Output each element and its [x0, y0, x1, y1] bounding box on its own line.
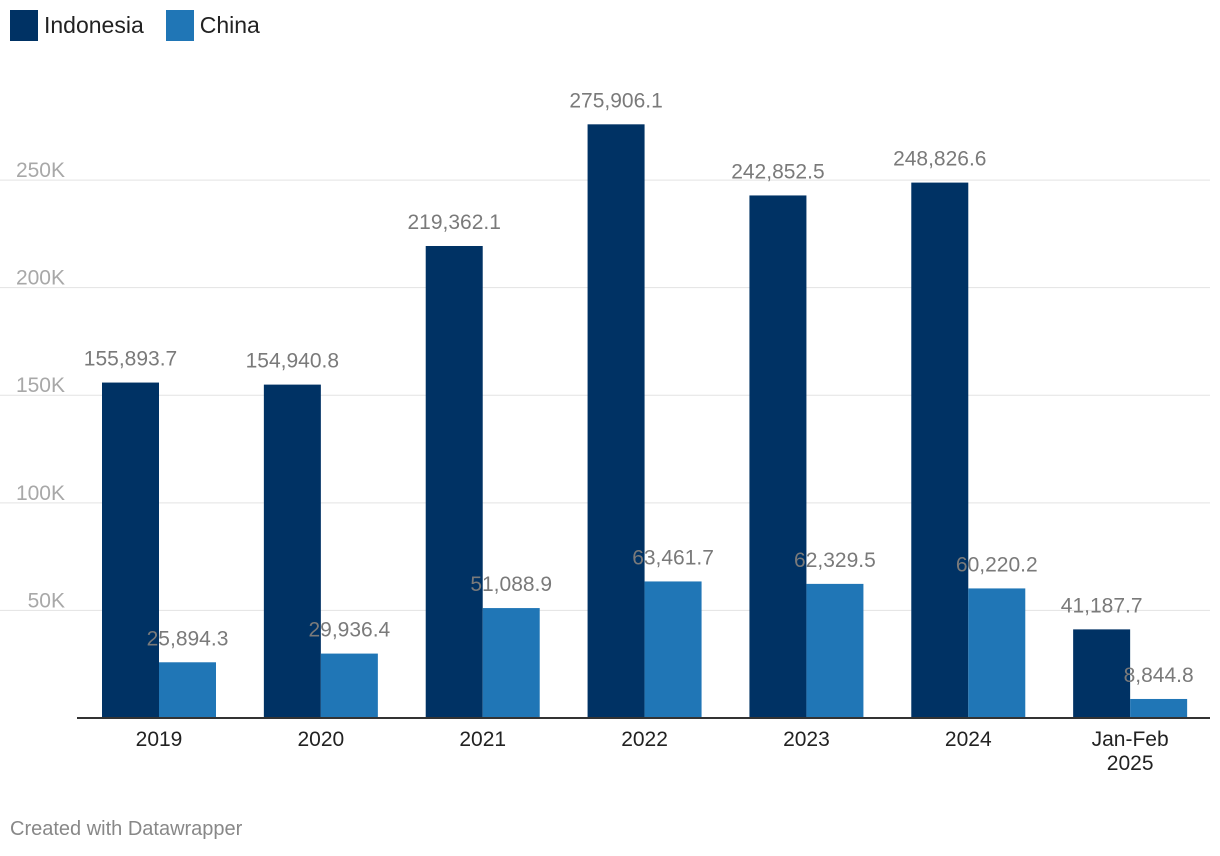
bar-china: [320, 653, 378, 718]
bar-indonesia: [1073, 629, 1131, 718]
bar-china: [1130, 698, 1188, 718]
x-tick-label: 2024: [945, 728, 992, 751]
data-label-china: 29,936.4: [308, 619, 390, 642]
data-label-indonesia: 242,852.5: [731, 160, 824, 183]
data-label-china: 62,329.5: [794, 549, 876, 572]
legend-swatch-china: [165, 9, 194, 41]
data-label-china: 25,894.3: [147, 627, 229, 650]
bar-chart: 50K 100K 150K 200K 250K 155,893.7 25,894.3 2019…: [0, 89, 1210, 775]
y-tick-label: 100K: [16, 482, 65, 505]
bar-china: [644, 581, 702, 718]
legend-label-indonesia: Indonesia: [44, 11, 144, 38]
bar-china: [159, 662, 216, 718]
x-tick-label: Jan-Feb: [1092, 728, 1169, 751]
chart-legend: Indonesia China: [10, 9, 282, 41]
y-tick-label: 150K: [16, 374, 65, 397]
x-tick-label: 2019: [136, 728, 183, 751]
x-tick-label: 2021: [459, 728, 506, 751]
bar-indonesia: [102, 382, 159, 718]
data-label-indonesia: 248,826.6: [893, 148, 986, 171]
bar-china: [968, 588, 1026, 718]
data-label-indonesia: 154,940.8: [246, 350, 339, 373]
data-label-china: 8,844.8: [1124, 664, 1194, 687]
x-tick-label: 2023: [783, 728, 830, 751]
bar-indonesia: [749, 195, 807, 718]
bar-indonesia: [587, 124, 645, 719]
legend-swatch-indonesia: [10, 9, 38, 41]
data-label-china: 63,461.7: [632, 546, 714, 569]
legend-item-indonesia: Indonesia: [10, 9, 144, 41]
data-label-indonesia: 275,906.1: [569, 89, 662, 112]
bar-indonesia: [911, 182, 969, 718]
y-tick-label: 200K: [16, 267, 65, 290]
x-tick-label: 2022: [621, 728, 668, 751]
legend-label-china: China: [199, 11, 260, 38]
y-tick-label: 250K: [16, 159, 65, 182]
data-label-indonesia: 155,893.7: [84, 348, 177, 371]
bar-indonesia: [425, 245, 483, 718]
legend-item-china: China: [165, 9, 260, 41]
x-tick-label: 2020: [297, 728, 344, 751]
data-label-china: 51,088.9: [470, 573, 552, 596]
data-label-china: 60,220.2: [956, 553, 1038, 576]
data-label-indonesia: 41,187.7: [1061, 594, 1143, 617]
x-tick-label: 2025: [1107, 752, 1154, 775]
footer-credit: Created with Datawrapper: [10, 818, 243, 840]
data-label-indonesia: 219,362.1: [407, 211, 500, 234]
bar-china: [482, 608, 540, 718]
bar-indonesia: [263, 384, 321, 718]
bar-china: [806, 583, 864, 718]
y-tick-label: 50K: [28, 589, 65, 612]
